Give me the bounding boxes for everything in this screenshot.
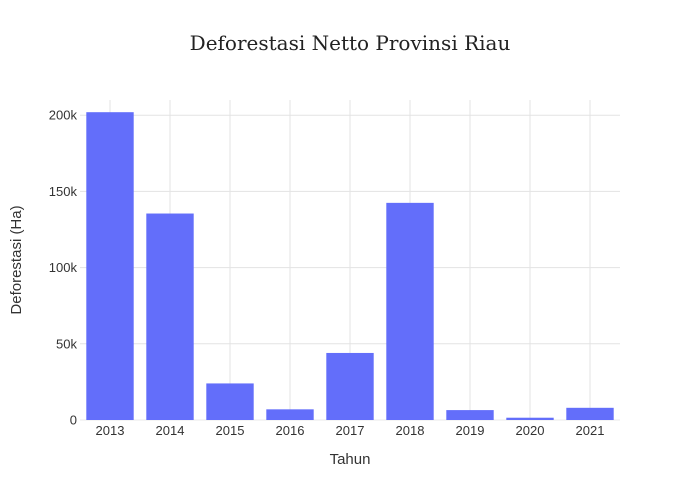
x-axis-title: Tahun	[330, 451, 371, 468]
y-tick-label: 100k	[49, 260, 78, 275]
bar-2016[interactable]	[266, 409, 314, 420]
bar-2017[interactable]	[326, 352, 374, 420]
x-tick-label: 2016	[276, 423, 305, 438]
bar-2020[interactable]	[506, 417, 554, 420]
bar-2015[interactable]	[206, 383, 254, 420]
x-axis-ticks: 2013 2014 2015 2016 2017 2018 2019 2020 2021	[96, 423, 605, 438]
y-tick-label: 150k	[49, 184, 78, 199]
bar-2014[interactable]	[146, 213, 194, 420]
y-axis-title: Deforestasi (Ha)	[8, 205, 25, 314]
x-tick-label: 2021	[576, 423, 605, 438]
bars-layer	[86, 112, 614, 420]
y-tick-label: 50k	[56, 336, 77, 351]
bar-2018[interactable]	[386, 202, 434, 420]
y-axis-ticks: 0 50k 100k 150k 200k	[49, 108, 78, 428]
y-tick-label: 200k	[49, 108, 78, 123]
bar-2019[interactable]	[446, 410, 494, 420]
x-tick-label: 2019	[456, 423, 485, 438]
x-tick-label: 2020	[516, 423, 545, 438]
y-tick-label: 0	[70, 413, 77, 428]
chart-title: Deforestasi Netto Provinsi Riau	[190, 31, 511, 55]
x-tick-label: 2013	[96, 423, 125, 438]
x-tick-label: 2018	[396, 423, 425, 438]
x-tick-label: 2014	[156, 423, 185, 438]
x-tick-label: 2015	[216, 423, 245, 438]
bar-2021[interactable]	[566, 407, 614, 420]
bar-2013[interactable]	[86, 112, 134, 420]
x-tick-label: 2017	[336, 423, 365, 438]
